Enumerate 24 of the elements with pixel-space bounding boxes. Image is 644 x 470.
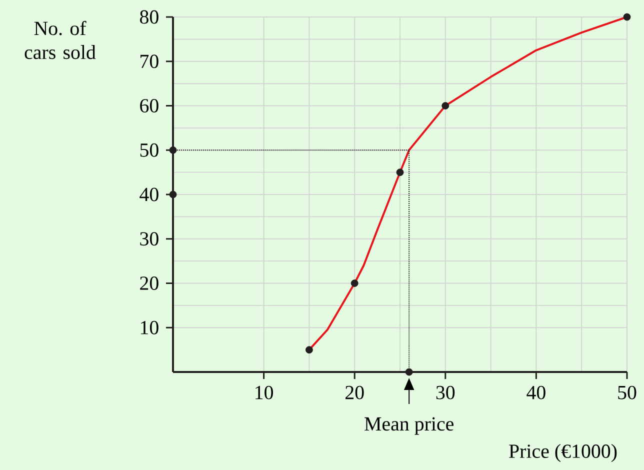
y-tick-label: 40 [140, 188, 158, 202]
x-tick-label: 30 [436, 386, 455, 400]
point [306, 346, 313, 354]
point [169, 146, 177, 154]
x-tick-label: 20 [346, 386, 364, 400]
point [350, 280, 358, 287]
y-tick-label: 10 [140, 320, 158, 334]
y-tick-label: 50 [140, 143, 158, 157]
y-tick-label: 20 [140, 276, 158, 290]
point [442, 102, 450, 110]
point [623, 13, 631, 21]
annotation: Mean price [364, 417, 454, 435]
x-tick-label: 50 [618, 386, 636, 400]
y-tick-label: 30 [140, 232, 158, 246]
y-tick-label: 60 [140, 99, 158, 112]
point [169, 190, 177, 198]
x-tick-label: 10 [256, 386, 274, 400]
x-tick-label: 40 [526, 386, 546, 400]
point [405, 368, 413, 376]
y-tick-label: 80 [140, 10, 158, 24]
x-axis-title: Price (€1000) [509, 444, 617, 462]
point [396, 168, 404, 176]
y-axis-title: No. of cars sold [24, 20, 96, 60]
y-tick-label: 70 [140, 54, 158, 68]
